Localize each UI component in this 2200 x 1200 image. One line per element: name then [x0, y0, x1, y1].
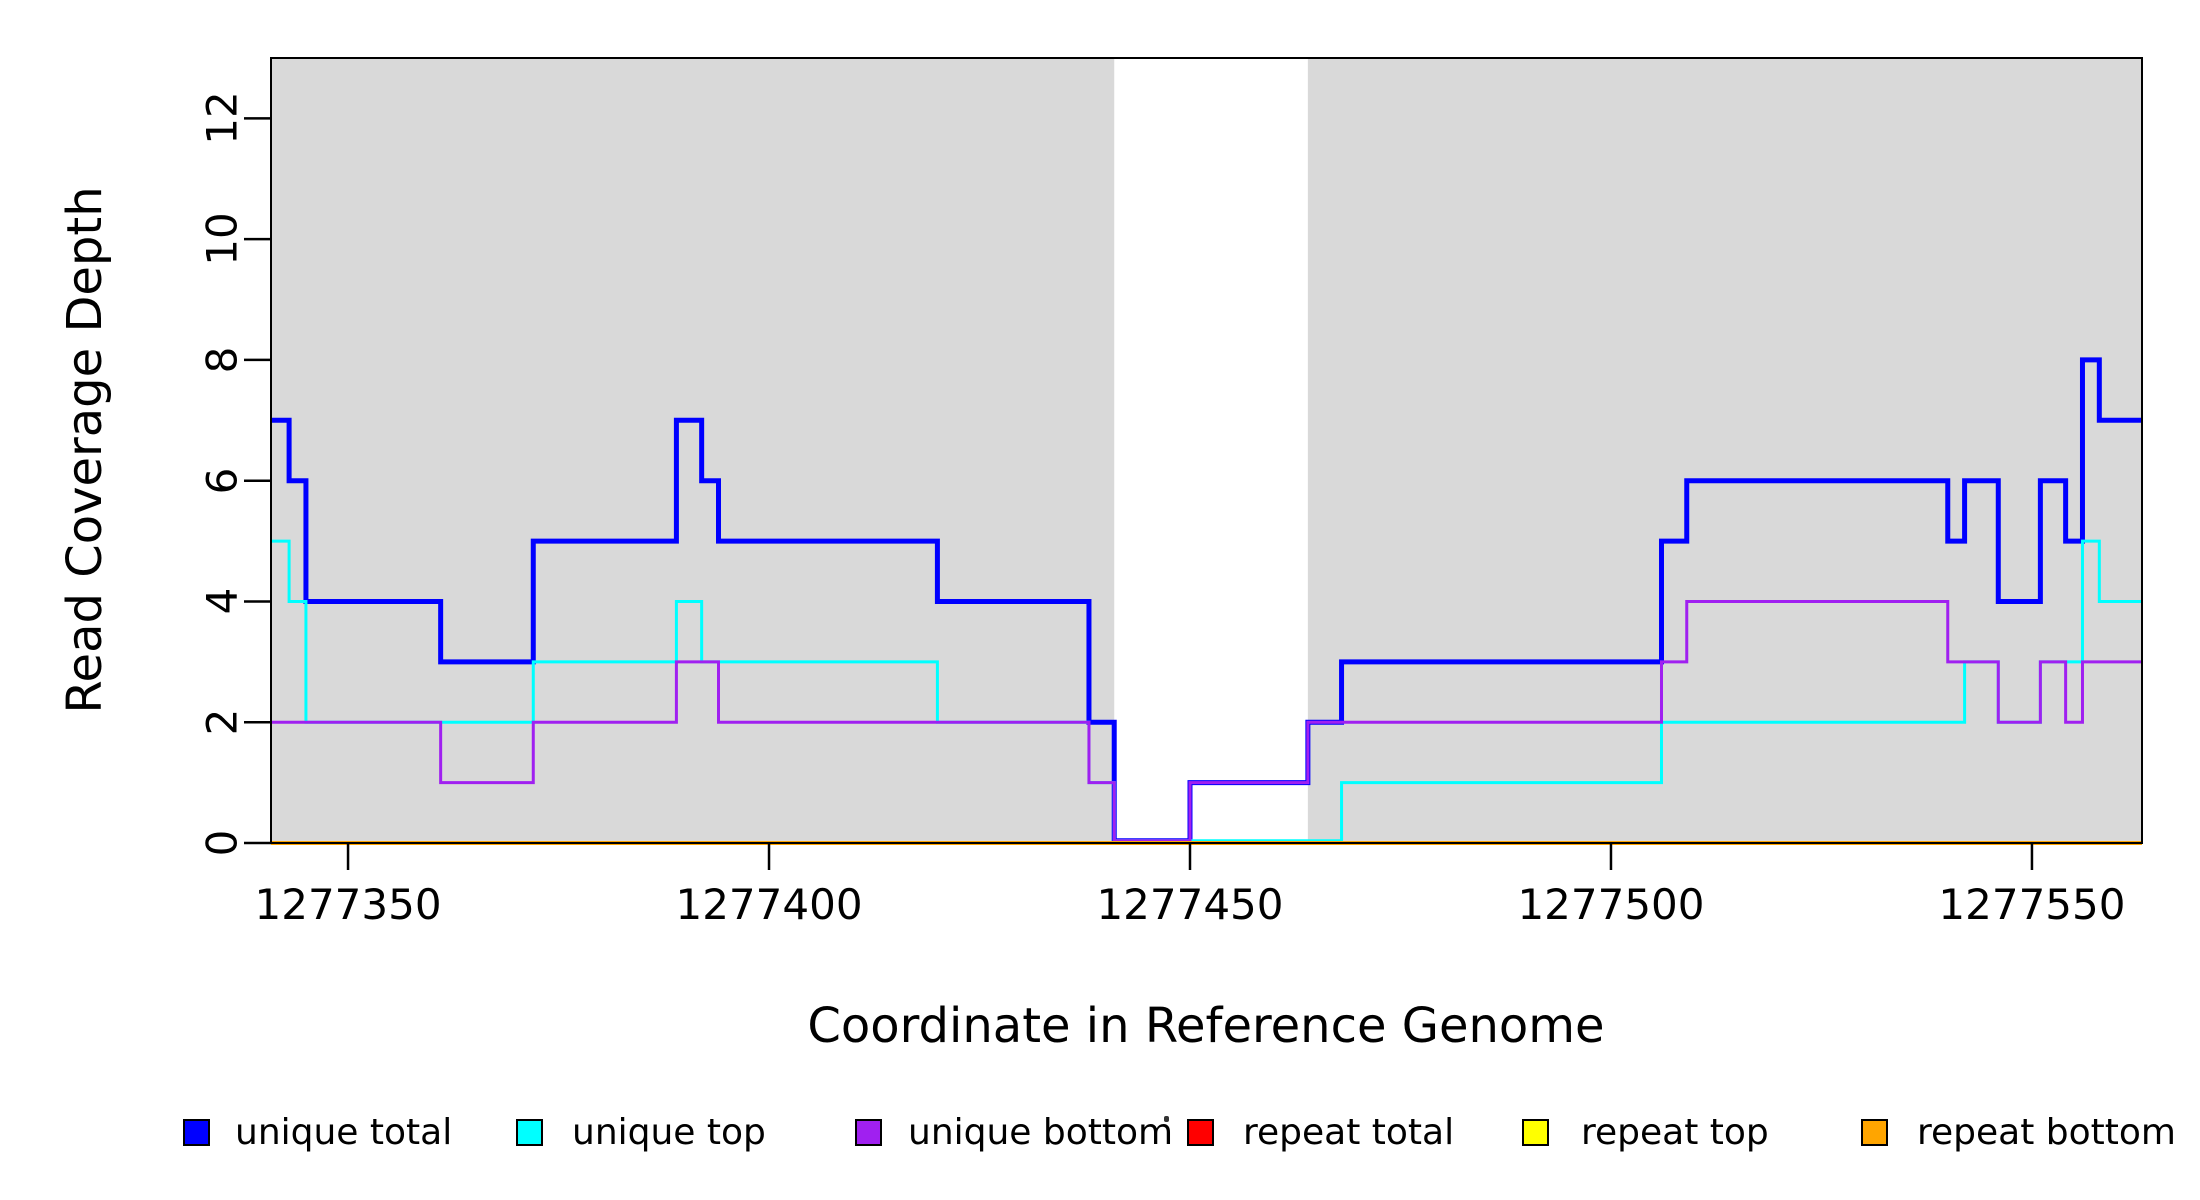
legend-swatch-repeat-total	[1187, 1119, 1214, 1146]
x-tick-label-1277450: 1277450	[1096, 880, 1284, 929]
legend-label-repeat-bottom: repeat bottom	[1917, 1112, 2176, 1153]
unique-region-band	[271, 58, 1115, 843]
y-tick-label-4: 4	[197, 588, 247, 615]
y-tick-label-12: 12	[197, 91, 247, 146]
legend-label-unique-bottom: unique bottom	[908, 1112, 1174, 1153]
x-tick-label-1277500: 1277500	[1517, 880, 1705, 929]
y-axis-title: Read Coverage Depth	[57, 186, 113, 714]
y-tick-label-8: 8	[197, 346, 247, 374]
stray-dot-mark	[1164, 1116, 1169, 1122]
y-tick-label-10: 10	[197, 212, 247, 266]
legend-label-unique-total: unique total	[235, 1112, 453, 1153]
legend-swatch-unique-bottom	[855, 1119, 882, 1146]
legend-swatch-unique-total	[183, 1119, 210, 1146]
x-tick-label-1277550: 1277550	[1938, 880, 2126, 929]
x-tick-label-1277400: 1277400	[675, 880, 863, 929]
series-unique-bottom	[271, 599, 2142, 843]
unique-region-band	[1307, 58, 2142, 843]
x-axis-title: Coordinate in Reference Genome	[807, 998, 1605, 1054]
x-tick-label-1277350: 1277350	[254, 880, 442, 929]
y-tick-label-6: 6	[197, 467, 247, 495]
y-tick-label-0: 0	[197, 829, 247, 857]
legend-swatch-repeat-top	[1522, 1119, 1549, 1146]
plot-border	[270, 57, 2143, 844]
legend-swatch-unique-top	[516, 1119, 543, 1146]
y-tick-label-2: 2	[197, 708, 247, 736]
legend-label-repeat-top: repeat top	[1581, 1112, 1769, 1153]
legend-label-repeat-total: repeat total	[1243, 1112, 1455, 1153]
legend-swatch-repeat-bottom	[1861, 1119, 1888, 1146]
legend-label-unique-top: unique top	[572, 1112, 766, 1153]
